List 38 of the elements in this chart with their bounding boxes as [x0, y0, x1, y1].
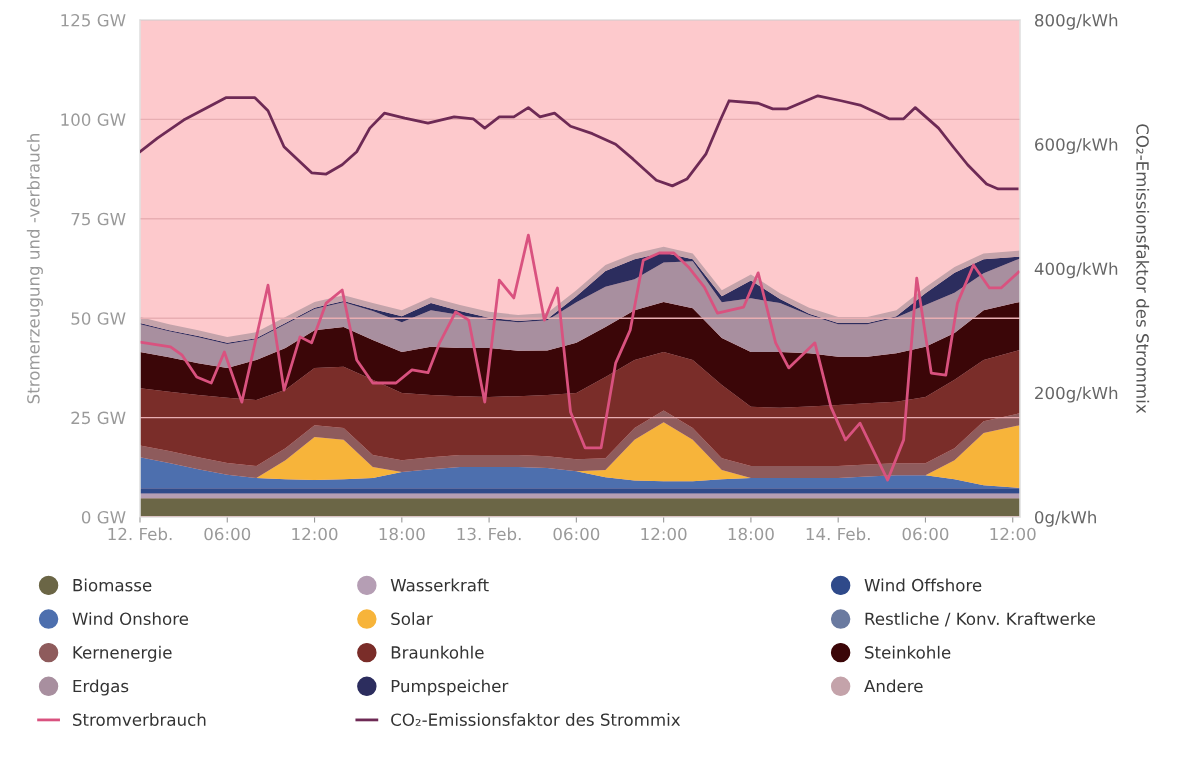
- legend-label: Restliche / Konv. Kraftwerke: [865, 612, 1096, 627]
- x-tick-label: 06:00: [902, 527, 949, 541]
- legend-label: Wind Onshore: [72, 612, 189, 626]
- y-tick-label: 50 GW: [71, 312, 126, 325]
- y-tick-label: 75 GW: [71, 212, 126, 226]
- y-tick-label: 25 GW: [71, 411, 126, 425]
- legend-label: Steinkohle: [865, 645, 951, 659]
- y2-tick-label: 800g/kWh: [1035, 13, 1118, 30]
- y-tick-label: 100 GW: [61, 113, 126, 126]
- y2-tick-label: 600g/kWh: [1035, 137, 1118, 155]
- x-tick-label: 12. Feb.: [108, 527, 172, 541]
- legend-label: Pumpspeicher: [391, 679, 509, 696]
- y-tick-label: 0 GW: [81, 510, 126, 524]
- y2-tick-label: 400g/kWh: [1034, 262, 1118, 279]
- x-tick-label: 12:00: [641, 527, 687, 541]
- y2-axis-title: CO₂-Emissionsfaktor des Strommix: [1136, 124, 1150, 414]
- legend-label: Kernenergie: [73, 645, 172, 662]
- y-axis-title: Stromerzeugung und -verbrauch: [26, 134, 43, 404]
- x-tick-label: 06:00: [204, 527, 251, 541]
- x-tick-label: 12:00: [292, 527, 338, 541]
- y2-tick-label: 200g/kWh: [1035, 386, 1118, 403]
- x-tick-label: 14. Feb.: [806, 527, 870, 541]
- legend-label: CO₂-Emissionsfaktor des Strommix: [391, 713, 681, 726]
- legend-label: Wasserkraft: [390, 578, 489, 592]
- legend-label: Solar: [391, 612, 433, 626]
- y-tick-label: 125 GW: [61, 13, 126, 27]
- legend-label: Braunkohle: [391, 645, 484, 659]
- x-tick-label: 18:00: [728, 527, 774, 541]
- x-tick-label: 12:00: [990, 527, 1036, 541]
- legend-label: Biomasse: [73, 578, 152, 592]
- x-tick-label: 18:00: [379, 527, 425, 541]
- legend-label: Andere: [864, 679, 923, 693]
- x-tick-label: 06:00: [553, 527, 600, 541]
- legend-label: Wind Offshore: [864, 578, 982, 592]
- x-tick-label: 13. Feb.: [457, 527, 521, 541]
- legend-label: Stromverbrauch: [73, 713, 206, 726]
- legend-label: Erdgas: [73, 679, 129, 696]
- y2-tick-label: 0g/kWh: [1034, 510, 1096, 527]
